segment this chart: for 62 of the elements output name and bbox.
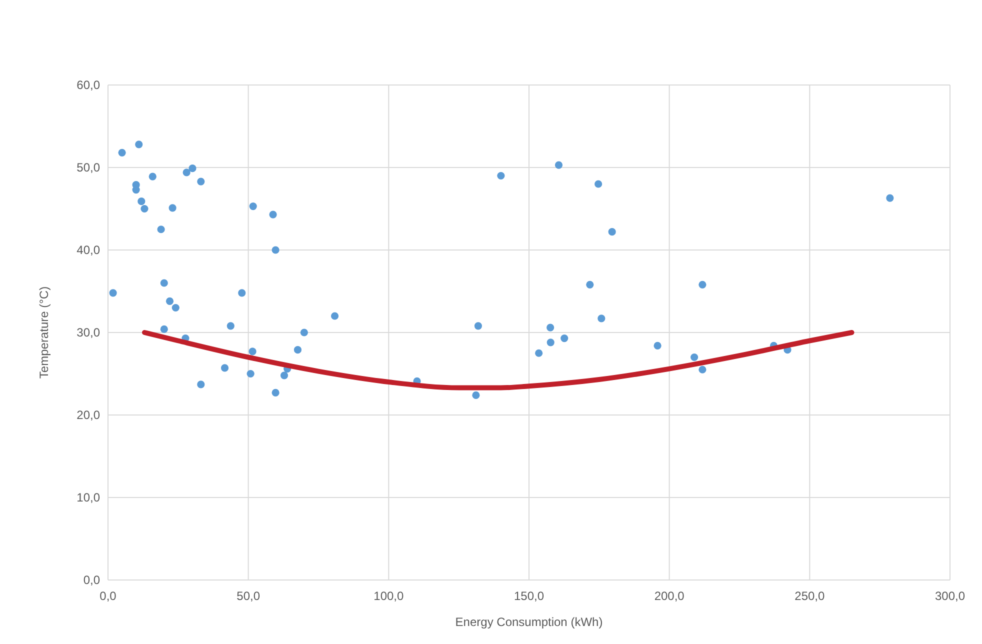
point xyxy=(608,228,616,236)
x-axis-title: Energy Consumption (kWh) xyxy=(455,615,603,629)
y-tick-label: 60,0 xyxy=(76,78,100,92)
point xyxy=(157,226,165,234)
x-tick-label: 150,0 xyxy=(514,589,544,603)
x-tick-label: 200,0 xyxy=(654,589,685,603)
x-tick-label: 0,0 xyxy=(100,589,117,603)
point xyxy=(118,148,126,156)
point xyxy=(135,140,143,148)
y-axis-title: Temperature (°C) xyxy=(37,286,51,379)
point xyxy=(109,289,117,297)
point xyxy=(272,388,280,397)
point xyxy=(554,161,563,169)
point xyxy=(138,198,146,206)
point xyxy=(168,204,176,212)
point xyxy=(698,280,706,288)
point xyxy=(172,304,180,312)
point xyxy=(294,346,302,354)
point xyxy=(160,279,168,287)
point xyxy=(535,349,543,357)
point xyxy=(269,210,277,218)
point xyxy=(182,168,190,176)
point xyxy=(166,297,174,305)
point xyxy=(280,372,288,380)
x-tick-label: 50,0 xyxy=(236,589,260,603)
point xyxy=(272,246,280,254)
point xyxy=(497,172,505,180)
point xyxy=(249,202,257,210)
point xyxy=(598,314,606,322)
point xyxy=(197,178,205,186)
point xyxy=(238,289,246,297)
y-tick-label: 50,0 xyxy=(76,160,100,174)
point xyxy=(594,180,602,188)
x-tick-label: 300,0 xyxy=(934,589,966,603)
point xyxy=(474,322,482,330)
point xyxy=(654,342,662,350)
point xyxy=(886,194,894,202)
point xyxy=(140,204,148,213)
point xyxy=(246,370,254,378)
point xyxy=(546,338,554,346)
point xyxy=(586,280,594,288)
point xyxy=(690,353,698,362)
point xyxy=(330,312,339,320)
point xyxy=(160,325,168,333)
point xyxy=(472,391,480,399)
y-tick-label: 30,0 xyxy=(76,326,100,340)
point xyxy=(148,172,156,180)
point xyxy=(188,164,196,172)
point xyxy=(560,334,568,342)
point xyxy=(300,328,308,336)
point xyxy=(546,324,554,332)
y-tick-label: 20,0 xyxy=(76,408,100,422)
point xyxy=(698,366,706,374)
y-tick-label: 40,0 xyxy=(76,243,100,257)
point xyxy=(248,348,256,356)
point xyxy=(226,322,234,330)
y-tick-label: 10,0 xyxy=(76,490,100,504)
point xyxy=(197,380,205,388)
x-tick-label: 250,0 xyxy=(794,589,826,603)
y-tick-label: 0,0 xyxy=(83,573,100,587)
point xyxy=(220,364,229,372)
x-tick-label: 100,0 xyxy=(374,589,404,603)
